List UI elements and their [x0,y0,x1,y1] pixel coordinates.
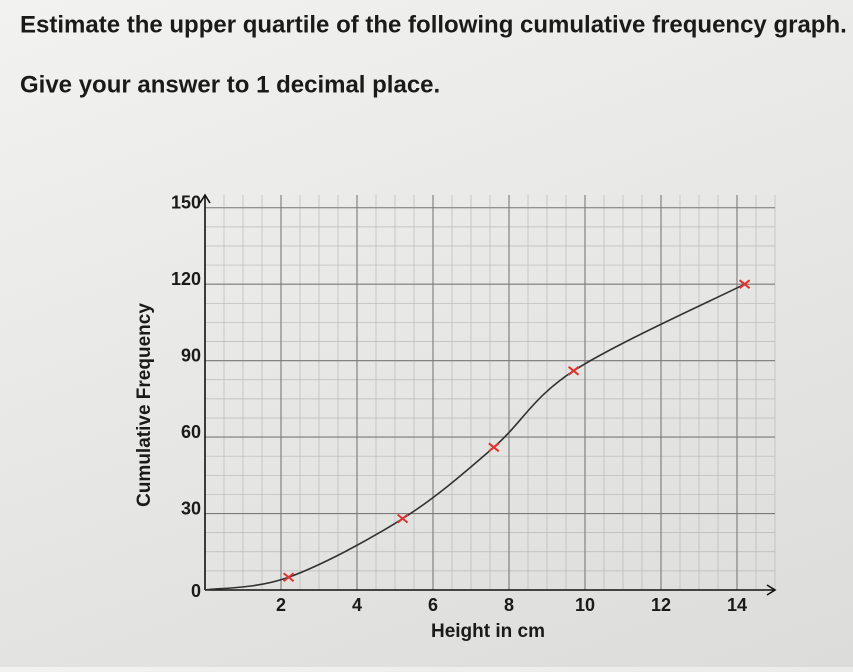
plot: 2 4 6 8 10 12 14 0 30 60 90 120 150 [171,192,777,615]
data-point [282,572,295,583]
y-tick-label: 30 [181,498,201,518]
y-tick-label: 0 [191,581,201,601]
x-tick-label: 8 [504,595,514,615]
x-tick-label: 4 [352,595,362,615]
x-tick-label: 6 [428,595,438,615]
x-tick-label: 14 [727,595,747,615]
y-axis-arrow [199,193,211,204]
instruction: Give your answer to 1 decimal place. [20,71,440,98]
y-tick-label: 60 [181,422,201,442]
data-point [396,513,409,524]
y-tick-label: 90 [181,345,201,365]
y-axis-label: Cumulative Frequency [134,303,155,507]
x-axis-label: Height in cm [431,621,545,642]
data-point [567,366,580,376]
question: Estimate the upper quartile of the follo… [20,11,847,38]
x-tick-label: 12 [651,595,671,615]
y-tick-label: 150 [171,192,201,212]
x-axis-arrow [766,584,777,596]
x-tick-label: 2 [276,595,286,615]
data-point [738,279,751,289]
x-tick-label: 10 [575,595,595,615]
y-tick-label: 120 [171,269,201,289]
data-point [488,442,500,453]
